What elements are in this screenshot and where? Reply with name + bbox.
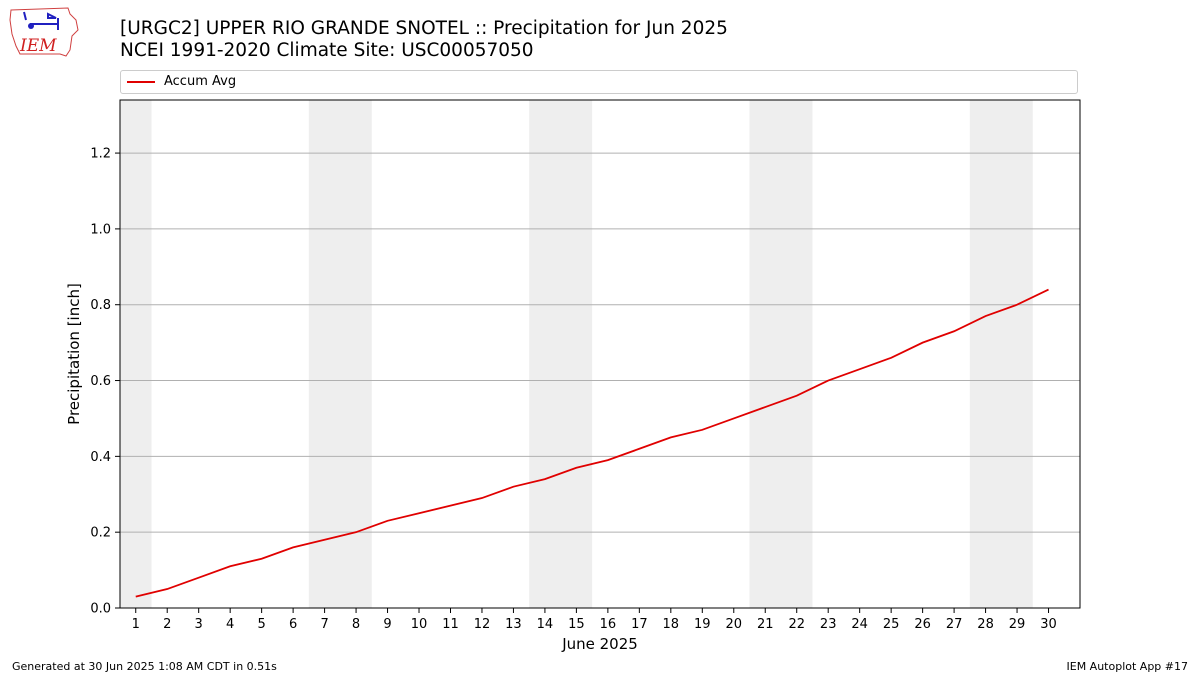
x-tick-label-19: 19 <box>694 617 711 632</box>
x-tick-label-23: 23 <box>820 617 837 632</box>
y-tick-label-3: 0.6 <box>90 374 111 389</box>
series-layer <box>135 288 1049 598</box>
y-tick-label-1: 0.2 <box>90 526 111 541</box>
x-tick-label-5: 5 <box>257 617 265 632</box>
weekend-band-1 <box>120 100 152 608</box>
chart-subtitle: NCEI 1991-2020 Climate Site: USC00057050 <box>120 40 534 61</box>
x-tick-label-20: 20 <box>725 617 742 632</box>
x-tick-label-4: 4 <box>226 617 234 632</box>
x-tick-label-14: 14 <box>537 617 554 632</box>
weekend-bands <box>120 100 1033 608</box>
legend: Accum Avg <box>120 70 1078 94</box>
x-tick-label-3: 3 <box>195 617 203 632</box>
x-axis: 1 2 3 4 5 6 7 8 9 10 11 12 13 14 15 16 17 18 19 20 21 22 23 24 2… <box>132 608 1057 632</box>
x-tick-label-6: 6 <box>289 617 297 632</box>
x-tick-label-16: 16 <box>600 617 617 632</box>
x-tick-label-17: 17 <box>631 617 648 632</box>
x-tick-label-1: 1 <box>132 617 140 632</box>
y-tick-label-4: 0.8 <box>90 298 111 313</box>
x-tick-label-30: 30 <box>1040 617 1057 632</box>
x-tick-label-21: 21 <box>757 617 774 632</box>
footer-generated: Generated at 30 Jun 2025 1:08 AM CDT in … <box>12 660 277 673</box>
y-tick-label-6: 1.2 <box>90 147 111 162</box>
x-tick-label-29: 29 <box>1009 617 1026 632</box>
station-dot <box>28 23 34 29</box>
x-tick-label-7: 7 <box>320 617 328 632</box>
y-tick-label-2: 0.4 <box>90 450 111 465</box>
logo-text: IEM <box>19 36 57 56</box>
x-tick-label-12: 12 <box>474 617 491 632</box>
x-tick-label-9: 9 <box>383 617 391 632</box>
weekend-band-4 <box>749 100 813 608</box>
x-tick-label-11: 11 <box>442 617 459 632</box>
x-tick-label-25: 25 <box>883 617 900 632</box>
x-tick-label-15: 15 <box>568 617 585 632</box>
x-tick-label-26: 26 <box>914 617 931 632</box>
weekend-band-5 <box>969 100 1033 608</box>
x-tick-label-24: 24 <box>851 617 868 632</box>
plot-frame <box>119 99 1081 609</box>
x-tick-label-28: 28 <box>977 617 994 632</box>
y-tick-label-0: 0.0 <box>90 602 111 617</box>
y-tick-label-5: 1.0 <box>90 222 111 237</box>
x-tick-label-13: 13 <box>505 617 522 632</box>
chart-title: [URGC2] UPPER RIO GRANDE SNOTEL :: Preci… <box>120 18 728 39</box>
weekend-band-3 <box>529 100 593 608</box>
grid-lines <box>120 152 1080 533</box>
legend-swatch-accum-avg <box>127 81 155 83</box>
x-tick-label-8: 8 <box>352 617 360 632</box>
x-tick-label-2: 2 <box>163 617 171 632</box>
y-axis-label: Precipitation [inch] <box>65 283 83 425</box>
iem-logo: IEM <box>9 7 79 57</box>
weekend-band-2 <box>308 100 372 608</box>
series-line-accum-avg <box>135 288 1049 598</box>
x-tick-label-27: 27 <box>946 617 963 632</box>
iowa-outline <box>9 7 79 57</box>
x-tick-label-22: 22 <box>788 617 805 632</box>
y-axis: 0.0 0.2 0.4 0.6 0.8 1.0 1.2 <box>90 147 120 617</box>
footer-app: IEM Autoplot App #17 <box>1066 660 1189 673</box>
x-tick-label-10: 10 <box>411 617 428 632</box>
legend-label-accum-avg: Accum Avg <box>164 74 237 89</box>
x-axis-label: June 2025 <box>561 635 638 653</box>
x-tick-label-18: 18 <box>663 617 680 632</box>
